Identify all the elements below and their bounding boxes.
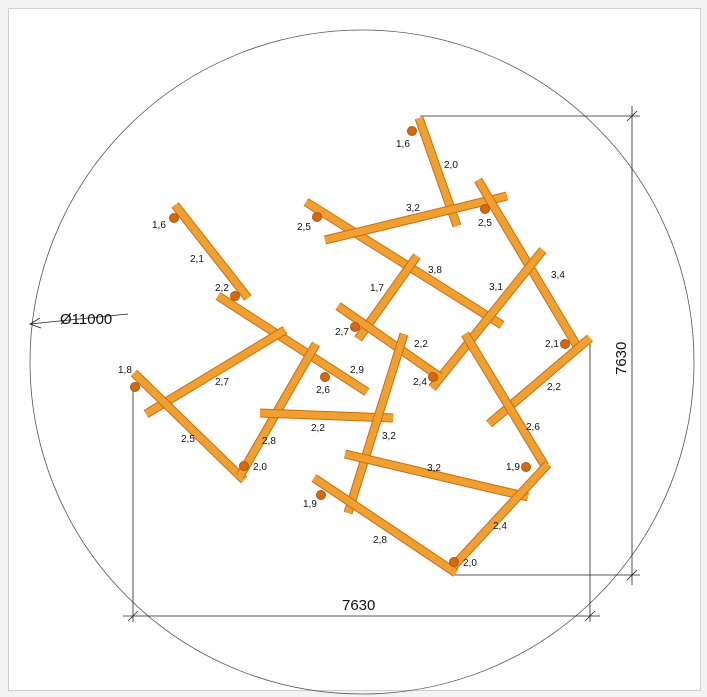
beam [344,332,408,515]
beam [462,332,548,468]
post-label: 1,8 [118,365,132,376]
post-label: 2,0 [253,462,267,473]
diameter-arrow-icon [29,317,42,329]
dim-v-label: 7630 [613,342,630,375]
beam [344,450,529,501]
post-marker [407,126,417,136]
post-marker [312,212,322,222]
dim-h-label: 7630 [342,597,375,614]
dim-v-tick-bottom-icon [626,569,638,581]
beam [304,199,504,328]
beam-group [130,116,593,577]
drawing-frame [8,8,701,691]
post-label: 2,2 [215,283,229,294]
post-marker [230,291,240,301]
post-marker [521,462,531,472]
boundary-circle [29,29,695,695]
post-marker [130,382,140,392]
post-marker [169,213,179,223]
post-label: 1,6 [152,220,166,231]
dim-h-tick-left-icon [127,610,139,622]
post-label: 2,5 [297,222,311,233]
beam-label: 3,2 [382,431,396,442]
dim-h-tick-right-icon [584,610,596,622]
post-label: 1,9 [303,499,317,510]
beam [429,247,546,391]
beam [324,192,508,244]
post-label: 2,1 [545,339,559,350]
diameter-leader-line [29,313,129,325]
post-marker [320,372,330,382]
diameter-label: Ø11000 [60,311,112,328]
post-marker [480,204,490,214]
beam-label: 2,4 [493,521,507,532]
dim-v-tick-top-icon [626,110,638,122]
beam [216,293,369,395]
post-label: 1,6 [396,139,410,150]
beam-label: 3,2 [427,463,441,474]
beam [445,461,551,575]
beam-label: 2,2 [547,382,561,393]
beam [259,409,394,422]
beam-label: 2,9 [350,365,364,376]
beam [144,327,287,417]
beam-label: 2,8 [373,535,387,546]
beam-label: 2,0 [444,160,458,171]
beam-label: 2,1 [190,254,204,265]
post-label: 1,9 [506,462,520,473]
post-marker [239,461,249,471]
post-label: 2,6 [316,385,330,396]
post-label: 2,0 [463,558,477,569]
post-marker [428,372,438,382]
beam [312,475,458,576]
beam-label: 3,4 [551,270,565,281]
post-marker [350,322,360,332]
beam-label: 2,7 [215,377,229,388]
beam-label: 3,1 [489,282,503,293]
post-marker [560,339,570,349]
beam-label: 2,8 [262,436,276,447]
beam [336,303,442,380]
post-labels: 1,6 1,6 2,5 2,5 2,2 2,7 2,1 1,8 2,6 2,4 … [118,139,559,569]
post-marker [449,557,459,567]
beam-label: 3,8 [428,265,442,276]
post-label: 2,7 [335,327,349,338]
post-label: 2,4 [413,377,427,388]
beam [131,370,247,483]
beam-label: 2,6 [526,422,540,433]
beam-labels: 2,0 3,2 2,1 3,8 1,7 3,4 3,1 2,2 2,9 2,7 … [181,160,565,546]
beam-label: 2,5 [181,434,195,445]
post-group [130,126,570,567]
post-label: 2,5 [478,218,492,229]
beam-label: 2,2 [414,339,428,350]
post-marker [316,490,326,500]
beam [486,335,593,427]
beam-label: 3,2 [406,203,420,214]
beam-label: 2,2 [311,423,325,434]
beam-label: 1,7 [370,283,384,294]
beam [172,202,251,301]
